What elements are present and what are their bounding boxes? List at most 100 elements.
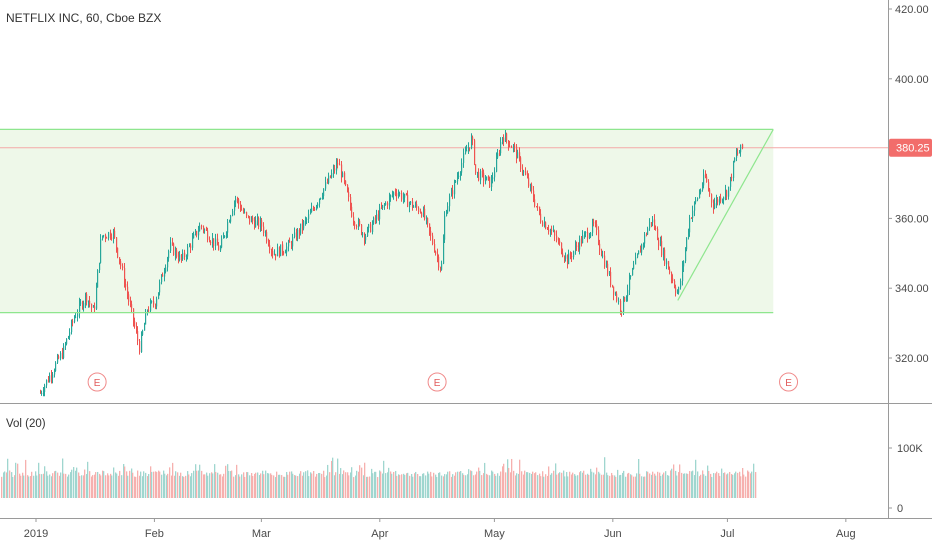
volume-bar [295,475,297,498]
candle-body [458,175,460,178]
volume-bar [695,459,697,498]
volume-bar [500,471,502,498]
candle-body [71,321,73,333]
volume-bar [164,473,166,498]
volume-bar [142,476,144,498]
volume-bar [151,471,153,498]
candle-body [509,146,511,148]
volume-bar [380,471,382,498]
candle-body [145,311,147,325]
time-tick-label: Feb [145,528,164,540]
volume-bar [47,475,49,498]
volume-bar [537,475,539,498]
candle-body [164,271,166,277]
candle-body [393,192,395,196]
volume-bar [508,467,510,498]
volume-bar [366,476,368,498]
volume-bar [110,473,112,498]
volume-bar [209,473,211,498]
volume-bar [204,474,206,498]
candle-body [243,210,245,213]
volume-bar [340,468,342,498]
volume-bar [305,471,307,498]
candle-body [403,197,405,200]
volume-bar [492,471,494,498]
volume-bar [564,476,566,498]
volume-bar [211,472,213,498]
candle-body [238,199,240,205]
volume-bar [731,474,733,498]
volume-bar [406,473,408,498]
candle-body [86,294,88,303]
candle-body [283,252,285,254]
volume-bar [499,475,501,498]
candle-body [686,237,688,250]
candle-body [434,244,436,252]
candle-body [358,220,360,228]
volume-bar [676,475,678,498]
candle-body [564,256,566,259]
volume-bar [577,475,579,498]
candle-body [544,222,546,226]
candle-body [420,212,422,214]
volume-bar [420,476,422,498]
candle-body [714,203,716,209]
candle-body [344,172,346,181]
earnings-marker[interactable] [779,372,799,392]
volume-bar [214,464,216,498]
volume-bar [185,475,187,498]
volume-bar [348,475,350,498]
volume-bar [417,473,419,498]
volume-bar [71,469,73,498]
candle-body [203,226,205,231]
candle-body [606,263,608,268]
candle-body [496,157,498,172]
volume-bar [235,475,237,498]
volume-bar [671,468,673,498]
candle-body [415,204,417,207]
candle-body [106,237,108,239]
volume-bar [615,476,617,498]
candle-body [505,133,507,142]
candle-body [643,243,645,245]
candle-body [416,204,418,208]
volume-bar [691,471,693,498]
volume-bar [383,460,385,498]
candle-body [651,222,653,224]
candle-body [500,142,502,154]
volume-bar [563,470,565,498]
candle-body [412,201,414,208]
candle-body [235,198,237,203]
volume-bar [318,473,320,498]
candle-body [330,175,332,178]
volume-bar [489,475,491,498]
candle-body [547,228,549,230]
candle-body [717,199,719,203]
volume-bar [284,476,286,498]
volume-bar [713,473,715,498]
candle-body [252,217,254,222]
candle-body [367,227,369,237]
earnings-marker[interactable] [87,372,107,392]
candle-body [438,256,440,268]
candle-body [215,238,217,246]
volume-bar [414,473,416,498]
candle-body [652,219,654,223]
candle-body [637,254,639,258]
candle-body [333,168,335,174]
volume-bar [278,474,280,498]
candle-body [93,306,95,308]
volume-bar [147,476,149,498]
candle-body [506,133,508,141]
candle-body [372,223,374,232]
candle-body [531,184,533,191]
volume-bar [246,472,248,498]
volume-bar [510,472,512,498]
volume-bar [486,473,488,498]
candle-body [441,263,443,270]
candle-body [364,233,366,241]
volume-bar [679,464,681,498]
volume-bar [145,472,147,498]
candle-body [722,199,724,202]
earnings-marker[interactable] [427,372,447,392]
